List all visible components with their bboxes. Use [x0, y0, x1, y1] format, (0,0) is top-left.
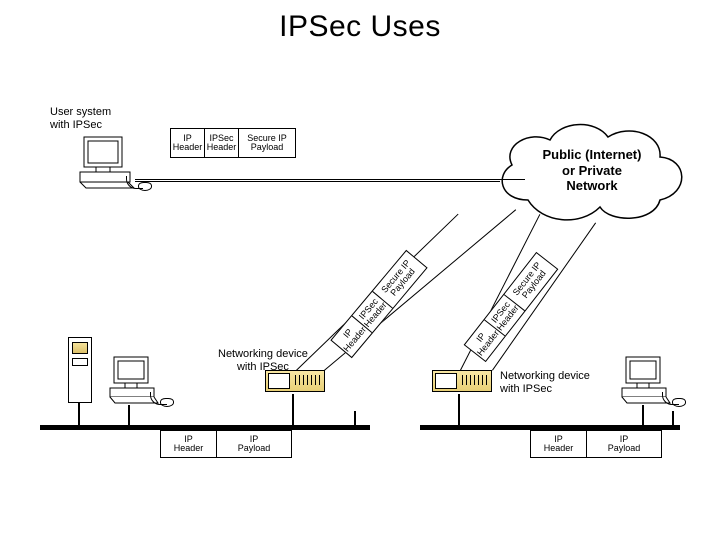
stub-r1: [458, 394, 460, 425]
cloud-line1: Public (Internet): [543, 147, 642, 162]
router-left-slots: [295, 375, 321, 385]
stub-l4: [354, 411, 356, 425]
workstation-right: [620, 355, 672, 412]
stub-r3: [672, 411, 674, 425]
packet-mid-left-wrap: IPHeader IPSecHeader Secure IPPayload: [330, 250, 427, 358]
packet-bottom-left: IPHeader IPPayload: [160, 430, 292, 458]
packet-bottom-right: IPHeader IPPayload: [530, 430, 662, 458]
link-user-to-cloud-a: [135, 179, 525, 180]
packet-top-cell-1: IPSecHeader: [205, 129, 239, 157]
packet-bl-cell-0: IPHeader: [161, 431, 217, 457]
packet-br-cell-1: IPPayload: [587, 431, 661, 457]
cloud-label: Public (Internet) or Private Network: [522, 147, 662, 194]
cloud-line2: or Private: [562, 163, 622, 178]
user-system-line1: User system: [50, 106, 111, 118]
server-tower: [68, 337, 92, 403]
cloud-line3: Network: [566, 178, 617, 193]
page-title: IPSec Uses: [0, 10, 720, 44]
packet-top-cell-2: Secure IPPayload: [239, 129, 295, 157]
router-left: [265, 370, 325, 396]
user-system-label: User system with IPSec: [50, 106, 111, 131]
stub-l3: [292, 394, 294, 425]
router-right: [432, 370, 492, 396]
packet-mid-left: IPHeader IPSecHeader Secure IPPayload: [330, 250, 427, 358]
workstation-left: [108, 355, 160, 412]
packet-top: IPHeader IPSecHeader Secure IPPayload: [170, 128, 296, 158]
router-right-slots: [462, 375, 488, 385]
netdev-right-line2: with IPSec: [500, 383, 552, 395]
netdev-right-line1: Networking device: [500, 370, 590, 382]
packet-br-cell-0: IPHeader: [531, 431, 587, 457]
stub-l1: [78, 403, 80, 425]
router-left-face: [268, 373, 290, 389]
cloud-network: Public (Internet) or Private Network: [490, 115, 690, 230]
user-system-line2: with IPSec: [50, 119, 102, 131]
router-right-face: [435, 373, 457, 389]
packet-top-cell-0: IPHeader: [171, 129, 205, 157]
link-user-to-cloud-b: [135, 181, 500, 182]
netdev-left-line1: Networking device: [218, 348, 308, 360]
packet-bl-cell-1: IPPayload: [217, 431, 291, 457]
netdev-right-label: Networking device with IPSec: [500, 370, 590, 395]
user-system-computer: [78, 135, 136, 198]
diagram-stage: { "page": { "title": "IPSec Uses", "titl…: [0, 0, 720, 540]
